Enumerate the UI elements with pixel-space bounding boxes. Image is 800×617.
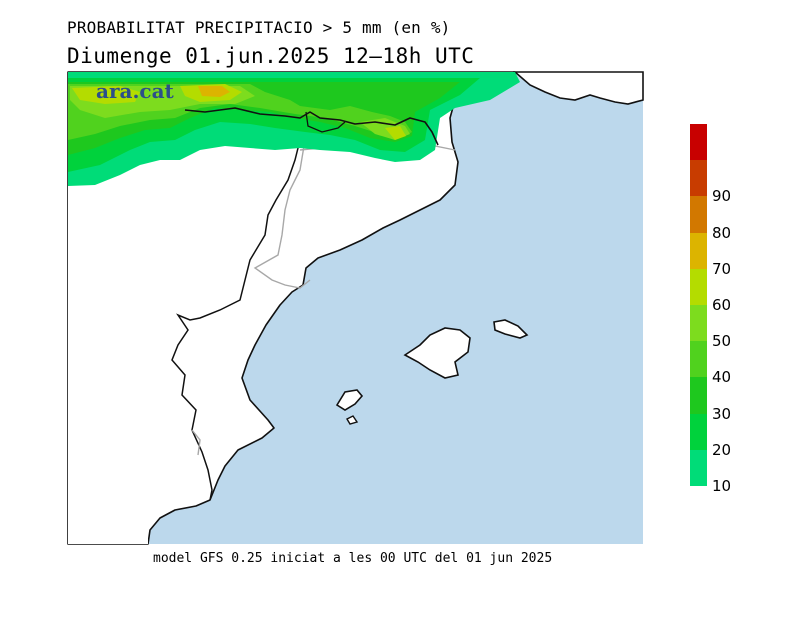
france-coast bbox=[512, 71, 644, 105]
precip-50 bbox=[70, 86, 410, 140]
region-border-west bbox=[191, 429, 201, 456]
legend-label: 80 bbox=[712, 223, 732, 242]
legend-swatch bbox=[690, 160, 707, 197]
legend-swatch bbox=[690, 232, 707, 269]
precip-shading bbox=[68, 72, 520, 186]
menorca bbox=[493, 319, 529, 339]
legend-swatch bbox=[690, 341, 707, 378]
legend-swatch bbox=[690, 305, 707, 342]
map-subtitle: Diumenge 01.jun.2025 12–18h UTC bbox=[67, 44, 475, 68]
legend-label: 10 bbox=[712, 477, 732, 495]
legend-label: 30 bbox=[712, 404, 732, 423]
legend-swatch bbox=[690, 124, 707, 161]
legend-swatch bbox=[690, 196, 707, 233]
region-border bbox=[253, 139, 311, 289]
legend-swatch bbox=[690, 449, 707, 486]
inland-mask bbox=[68, 186, 148, 544]
inland-boundary bbox=[171, 139, 301, 501]
pyrenees-border bbox=[184, 107, 439, 146]
legend-label: 60 bbox=[712, 296, 732, 314]
legend-swatch bbox=[690, 268, 707, 305]
precip-60 bbox=[72, 84, 406, 140]
legend-label: 90 bbox=[712, 187, 732, 206]
legend-label: 20 bbox=[712, 440, 732, 459]
mainland bbox=[67, 71, 516, 545]
legend-swatch bbox=[690, 377, 707, 414]
legend-label: 50 bbox=[712, 332, 732, 351]
andorra-border bbox=[305, 111, 346, 133]
formentera bbox=[346, 415, 359, 425]
aracat-logo: ara.cat bbox=[96, 79, 174, 103]
mallorca bbox=[403, 327, 471, 379]
legend-label: 70 bbox=[712, 259, 732, 278]
precip-70 bbox=[198, 86, 230, 97]
map-title: PROBABILITAT PRECIPITACIO > 5 mm (en %) bbox=[67, 18, 451, 37]
colorbar-legend: 10 20 30 40 50 60 70 80 90 bbox=[690, 124, 750, 495]
legend-swatch bbox=[690, 413, 707, 450]
legend-label: 40 bbox=[712, 368, 732, 387]
ibiza bbox=[335, 389, 364, 411]
model-footer: model GFS 0.25 iniciat a les 00 UTC del … bbox=[153, 551, 553, 566]
